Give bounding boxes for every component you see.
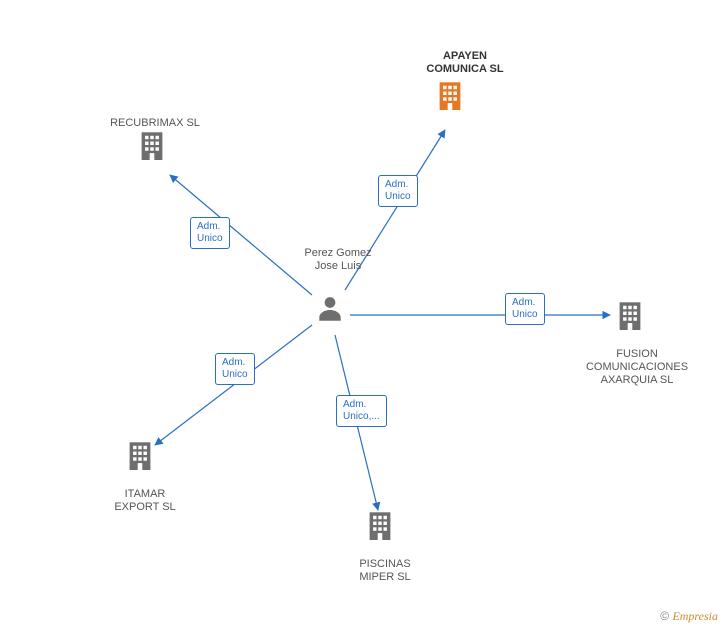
- copyright-symbol: ©: [660, 609, 669, 623]
- building-icon: [436, 80, 464, 110]
- credit: © Empresia: [660, 609, 718, 624]
- edge-line: [155, 325, 312, 445]
- network-diagram: Perez Gomez Jose Luis APAYEN COMUNICA SL…: [0, 0, 728, 630]
- building-icon: [126, 440, 154, 470]
- center-node-label: Perez Gomez Jose Luis: [303, 247, 373, 273]
- edge-label: Adm. Unico: [190, 217, 230, 249]
- edge-label: Adm. Unico: [378, 175, 418, 207]
- person-icon: [317, 295, 343, 325]
- company-node-label: PISCINAS MIPER SL: [345, 558, 425, 584]
- building-icon: [138, 130, 166, 160]
- building-icon: [366, 510, 394, 540]
- company-node-label: FUSION COMUNICACIONES AXARQUIA SL: [572, 348, 702, 388]
- company-node-label: RECUBRIMAX SL: [100, 117, 210, 130]
- brand-name: Empresia: [672, 609, 718, 623]
- company-node-label: APAYEN COMUNICA SL: [415, 50, 515, 76]
- building-icon: [616, 300, 644, 330]
- company-node-label: ITAMAR EXPORT SL: [105, 488, 185, 514]
- edge-label: Adm. Unico: [505, 293, 545, 325]
- edge-label: Adm. Unico: [215, 353, 255, 385]
- edge-label: Adm. Unico,...: [336, 395, 387, 427]
